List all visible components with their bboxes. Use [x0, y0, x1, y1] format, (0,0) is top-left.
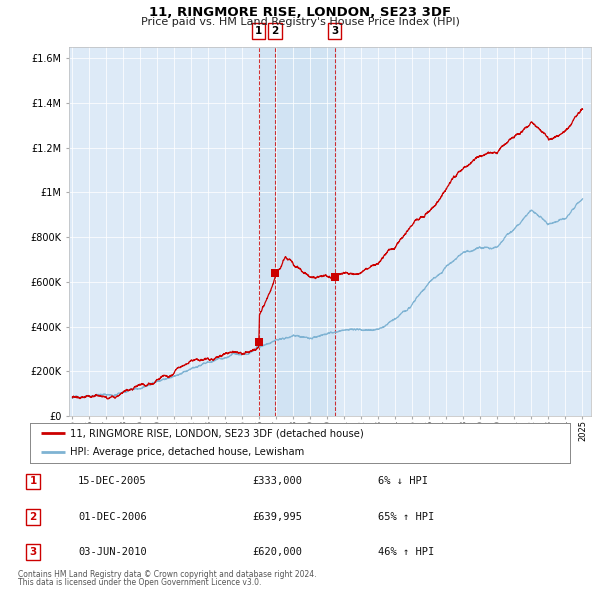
Text: Price paid vs. HM Land Registry's House Price Index (HPI): Price paid vs. HM Land Registry's House …: [140, 17, 460, 27]
Text: 1: 1: [255, 25, 262, 35]
Text: 11, RINGMORE RISE, LONDON, SE23 3DF: 11, RINGMORE RISE, LONDON, SE23 3DF: [149, 6, 451, 19]
Text: 01-DEC-2006: 01-DEC-2006: [78, 512, 147, 522]
Text: 2: 2: [271, 25, 278, 35]
Text: 11, RINGMORE RISE, LONDON, SE23 3DF (detached house): 11, RINGMORE RISE, LONDON, SE23 3DF (det…: [71, 428, 364, 438]
Text: 3: 3: [331, 25, 338, 35]
Text: 3: 3: [29, 548, 37, 557]
Bar: [259, 47, 275, 416]
Text: 03-JUN-2010: 03-JUN-2010: [78, 548, 147, 557]
Text: HPI: Average price, detached house, Lewisham: HPI: Average price, detached house, Lewi…: [71, 447, 305, 457]
Text: 2: 2: [29, 512, 37, 522]
Bar: [275, 47, 335, 416]
Text: This data is licensed under the Open Government Licence v3.0.: This data is licensed under the Open Gov…: [18, 578, 262, 587]
Text: 1: 1: [29, 477, 37, 486]
Text: 46% ↑ HPI: 46% ↑ HPI: [378, 548, 434, 557]
Text: £639,995: £639,995: [252, 512, 302, 522]
Text: 65% ↑ HPI: 65% ↑ HPI: [378, 512, 434, 522]
Text: 15-DEC-2005: 15-DEC-2005: [78, 477, 147, 486]
Text: £620,000: £620,000: [252, 548, 302, 557]
Text: £333,000: £333,000: [252, 477, 302, 486]
Text: Contains HM Land Registry data © Crown copyright and database right 2024.: Contains HM Land Registry data © Crown c…: [18, 571, 317, 579]
Text: 6% ↓ HPI: 6% ↓ HPI: [378, 477, 428, 486]
